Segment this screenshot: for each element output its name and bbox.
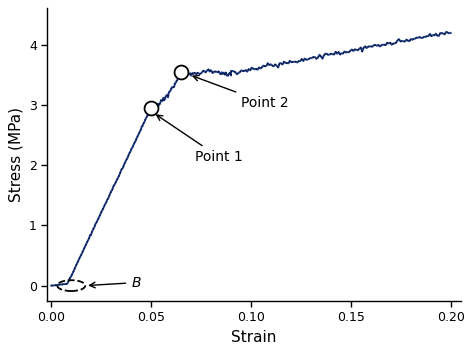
X-axis label: Strain: Strain <box>231 330 277 345</box>
Y-axis label: Stress (MPa): Stress (MPa) <box>9 107 23 202</box>
Text: B: B <box>90 276 141 289</box>
Text: Point 2: Point 2 <box>193 76 289 110</box>
Text: Point 1: Point 1 <box>157 115 243 164</box>
